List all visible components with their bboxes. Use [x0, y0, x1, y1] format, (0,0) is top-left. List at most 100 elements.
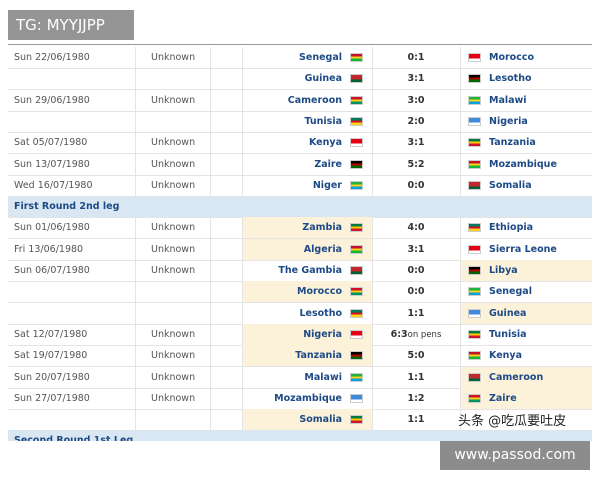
- column-divider: [460, 132, 461, 154]
- column-divider: [372, 68, 373, 90]
- away-team: Zaire: [489, 392, 517, 404]
- away-team: Senegal: [489, 286, 532, 298]
- venue: Unknown: [151, 52, 196, 63]
- match-row: Sun 20/07/1980 Unknown Malawi 1:1 Cameroon: [8, 366, 592, 389]
- score-value: 5:2: [407, 158, 425, 170]
- column-divider: [242, 217, 243, 239]
- flag-icon: [350, 415, 363, 425]
- match-row: Sun 22/06/1980 Unknown Senegal 0:1 Morocco: [8, 47, 592, 69]
- score: 0:0: [372, 281, 460, 302]
- column-divider: [135, 89, 136, 111]
- home-team: Senegal: [299, 52, 342, 63]
- column-divider: [372, 47, 373, 68]
- score-value: 4:0: [407, 222, 425, 234]
- column-divider: [210, 47, 211, 68]
- flag-icon: [468, 287, 481, 297]
- column-divider: [372, 110, 373, 132]
- flag-icon: [350, 95, 363, 105]
- away-team: Tunisia: [489, 328, 527, 340]
- home-team: Somalia: [299, 414, 342, 426]
- match-row: Sun 01/06/1980 Unknown Zambia 4:0 Ethiopia: [8, 217, 592, 240]
- column-divider: [460, 323, 461, 345]
- column-divider: [372, 174, 373, 196]
- match-date: Sun 13/07/1980: [14, 158, 90, 170]
- away-team: Tanzania: [489, 137, 536, 149]
- score-value: 3:1: [407, 243, 425, 255]
- match-row: Sun 29/06/1980 Unknown Cameroon 3:0 Malawi: [8, 89, 592, 112]
- column-divider: [372, 89, 373, 111]
- match-row: Tunisia 2:0 Nigeria: [8, 110, 592, 133]
- score-value: 3:1: [407, 73, 425, 85]
- score-value: 0:0: [407, 179, 425, 191]
- flag-icon: [468, 223, 481, 233]
- flag-icon: [350, 53, 363, 62]
- winner-highlight: [460, 366, 592, 388]
- section-header: First Round 2nd leg: [8, 196, 592, 219]
- column-divider: [460, 89, 461, 111]
- score: 0:1: [372, 47, 460, 68]
- venue: Unknown: [151, 243, 196, 255]
- column-divider: [460, 260, 461, 281]
- match-date: Sat 12/07/1980: [14, 328, 88, 340]
- column-divider: [460, 238, 461, 260]
- flag-icon: [468, 53, 481, 62]
- flag-icon: [350, 329, 363, 339]
- match-row: Fri 13/06/1980 Unknown Algeria 3:1 Sierra Le…: [8, 238, 592, 261]
- score: 2:0: [372, 111, 460, 132]
- score: 1:2: [372, 388, 460, 409]
- column-divider: [210, 132, 211, 154]
- away-team: Morocco: [489, 52, 534, 63]
- column-divider: [210, 281, 211, 303]
- column-divider: [242, 323, 243, 345]
- home-team: Niger: [312, 179, 342, 191]
- column-divider: [460, 47, 461, 68]
- column-divider: [460, 366, 461, 388]
- column-divider: [135, 366, 136, 388]
- winner-highlight: [242, 238, 372, 260]
- column-divider: [210, 323, 211, 345]
- column-divider: [242, 260, 243, 281]
- venue: Unknown: [151, 392, 196, 404]
- column-divider: [372, 323, 373, 345]
- column-divider: [372, 302, 373, 324]
- score: 6:3on pens: [372, 324, 460, 345]
- match-date: Sun 29/06/1980: [14, 94, 90, 106]
- match-row: Sun 27/07/1980 Unknown Mozambique 1:2 Zaire: [8, 387, 592, 410]
- column-divider: [135, 387, 136, 409]
- column-divider: [460, 387, 461, 409]
- score: 0:0: [372, 175, 460, 196]
- column-divider: [242, 132, 243, 154]
- match-row: Sat 05/07/1980 Unknown Kenya 3:1 Tanzania: [8, 132, 592, 155]
- column-divider: [135, 409, 136, 431]
- home-team: Lesotho: [299, 307, 342, 319]
- column-divider: [372, 387, 373, 409]
- column-divider: [210, 217, 211, 239]
- section-title: First Round 2nd leg: [14, 201, 120, 213]
- column-divider: [210, 238, 211, 260]
- column-divider: [135, 238, 136, 260]
- column-divider: [460, 153, 461, 175]
- flag-icon: [468, 393, 481, 403]
- column-divider: [242, 238, 243, 260]
- venue: Unknown: [151, 137, 196, 149]
- home-team: Zaire: [314, 158, 342, 170]
- flag-icon: [468, 266, 481, 275]
- flag-icon: [468, 329, 481, 339]
- score: 3:1: [372, 132, 460, 153]
- flag-icon: [350, 393, 363, 403]
- flag-icon: [468, 351, 481, 361]
- flag-icon: [350, 287, 363, 297]
- column-divider: [210, 366, 211, 388]
- flag-icon: [350, 138, 363, 148]
- match-date: Sat 05/07/1980: [14, 137, 88, 149]
- column-divider: [210, 409, 211, 431]
- venue: Unknown: [151, 265, 196, 276]
- winner-highlight: [242, 281, 372, 303]
- winner-highlight: [460, 387, 592, 409]
- match-row: Sun 06/07/1980 Unknown The Gambia 0:0 Libya: [8, 260, 592, 282]
- score-value: 1:1: [407, 414, 425, 426]
- home-team: Kenya: [308, 137, 342, 149]
- column-divider: [135, 174, 136, 196]
- flag-icon: [350, 180, 363, 190]
